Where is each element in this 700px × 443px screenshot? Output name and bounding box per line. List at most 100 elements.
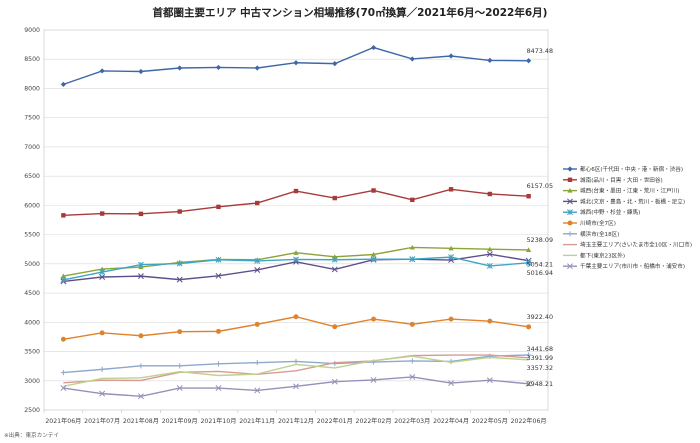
data-point: [526, 58, 532, 64]
legend-item: 城西(中野・杉並・練馬): [563, 208, 640, 216]
data-point: [448, 316, 454, 322]
legend-label: 城北(文京・豊島・北・荒川・板橋・足立): [580, 197, 685, 205]
data-point: [332, 324, 338, 330]
source-note: ※出典：東京カンテイ: [4, 431, 59, 439]
x-tick-label: 2021年10月: [200, 417, 236, 425]
series-line: [63, 355, 529, 388]
data-point: [486, 377, 493, 384]
data-point: [138, 68, 144, 75]
data-point: [99, 269, 106, 275]
data-point: [61, 213, 66, 218]
data-point: [254, 267, 261, 273]
data-point: [409, 321, 415, 327]
data-point: [332, 254, 338, 259]
legend-label: 城西(中野・杉並・練馬): [580, 208, 640, 216]
x-tick-label: 2021年07月: [84, 417, 120, 425]
data-point: [525, 259, 532, 266]
data-point: [138, 211, 144, 217]
data-point: [293, 256, 299, 263]
data-point: [371, 316, 377, 322]
x-tick-label: 2022年04月: [433, 417, 469, 425]
data-point: [176, 260, 183, 267]
x-tick-label: 2022年06月: [511, 417, 547, 425]
series-10: [60, 374, 532, 400]
legend-item: 都心6区(千代田・中央・港・新宿・渋谷): [563, 165, 683, 173]
data-point: [331, 266, 338, 273]
x-tick-label: 2021年11月: [239, 417, 275, 425]
y-tick-label: 9000: [24, 27, 40, 34]
data-point: [138, 333, 144, 339]
legend-item: 都下(東京23区外): [563, 251, 625, 259]
data-point: [448, 187, 454, 192]
data-point: [60, 273, 66, 279]
data-point: [254, 387, 261, 394]
legend-label: 埼玉主要エリア(さいたま市全10区・川口市): [580, 241, 692, 249]
data-point: [293, 314, 299, 320]
data-point: [215, 385, 222, 392]
data-point: [331, 256, 338, 263]
data-point: [486, 251, 493, 258]
x-tick-label: 2021年08月: [123, 417, 159, 425]
data-point: [99, 274, 106, 280]
legend-label: 城南(品川・目黒・大田・世田谷): [580, 176, 663, 184]
data-point: [487, 57, 493, 63]
data-point: [448, 380, 455, 387]
data-point: [409, 374, 416, 380]
data-point: [410, 197, 415, 203]
legend-label: 川崎市(全7区): [580, 219, 616, 227]
series-1: [60, 44, 532, 87]
data-point: [293, 250, 299, 255]
data-point: [177, 209, 182, 214]
data-point: [176, 385, 183, 392]
data-point: [526, 193, 531, 199]
legend-item: 川崎市(全7区): [563, 219, 616, 227]
data-point: [215, 272, 222, 279]
legend-item: 城西(台東・墨田・江東・荒川・江戸川): [563, 187, 679, 195]
data-point: [215, 328, 221, 334]
data-point: [254, 257, 261, 264]
data-point: [99, 330, 105, 336]
x-tick-label: 2022年03月: [394, 417, 430, 425]
data-point: [448, 245, 454, 251]
x-tick-label: 2022年01月: [317, 417, 353, 425]
data-point: [567, 220, 573, 226]
series-8: [63, 354, 529, 384]
data-point: [293, 188, 299, 194]
data-point: [60, 81, 66, 87]
y-tick-label: 6500: [24, 173, 40, 180]
data-point: [526, 352, 532, 358]
data-point: [99, 366, 105, 372]
y-tick-label: 7500: [24, 115, 40, 122]
data-point: [137, 261, 144, 268]
data-point: [526, 247, 532, 253]
y-tick-label: 5500: [24, 232, 40, 239]
data-point: [99, 211, 105, 216]
series-5: [60, 254, 532, 283]
y-tick-label: 4500: [24, 290, 40, 297]
data-point: [332, 61, 338, 67]
end-value-label: 5016.94: [527, 269, 553, 277]
data-point: [293, 358, 299, 365]
series-2: [61, 187, 531, 218]
y-tick-label: 3500: [24, 349, 40, 356]
x-tick-label: 2021年06月: [45, 417, 81, 425]
data-point: [293, 383, 299, 390]
data-point: [99, 266, 105, 272]
data-point: [138, 363, 144, 369]
data-point: [371, 188, 376, 193]
legend-label: 横浜市(全18区): [580, 230, 619, 238]
data-point: [448, 53, 454, 59]
data-point: [216, 204, 221, 210]
data-point: [525, 380, 532, 387]
end-value-label: 3357.32: [527, 364, 553, 372]
y-tick-label: 5000: [24, 261, 40, 268]
legend-item: 城北(文京・豊島・北・荒川・板橋・足立): [563, 197, 685, 205]
data-point: [409, 358, 415, 364]
chart-title: 首都圏主要エリア 中古マンション相場推移(70㎡換算／2021年6月～2022年…: [153, 6, 548, 19]
data-point: [487, 246, 493, 252]
data-point: [370, 376, 377, 383]
x-tick-label: 2022年05月: [472, 417, 508, 425]
data-point: [331, 378, 338, 385]
end-value-label: 2948.21: [527, 380, 553, 388]
